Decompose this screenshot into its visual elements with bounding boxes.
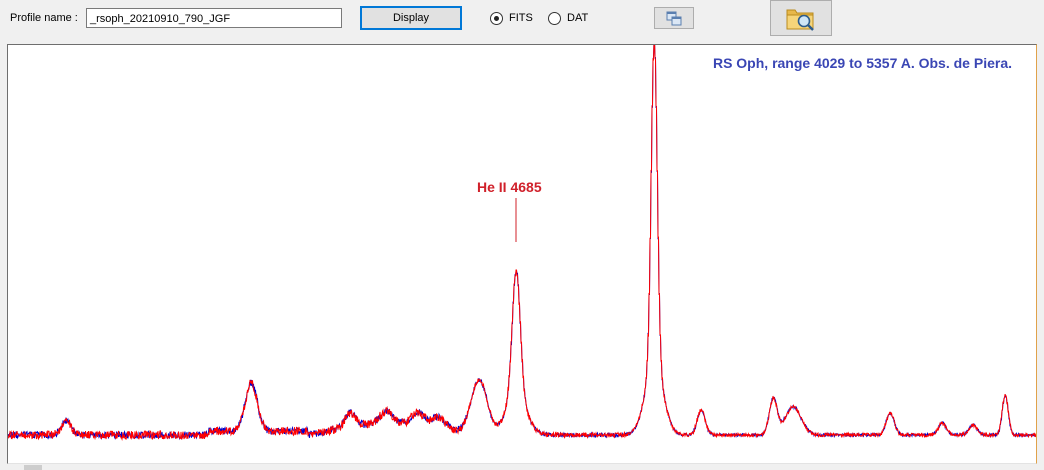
annotation-label: He II 4685	[477, 179, 542, 195]
folder-search-icon	[786, 9, 814, 31]
radio-selected-dot	[494, 15, 499, 21]
fits-radio-circle[interactable]	[490, 11, 503, 25]
horizontal-scrollbar[interactable]	[24, 465, 42, 470]
status-strip	[0, 464, 1044, 470]
dat-radio-circle[interactable]	[548, 11, 561, 25]
spectrum-plot-panel: RS Oph, range 4029 to 5357 A. Obs. de Pi…	[7, 44, 1037, 464]
fits-radio[interactable]: FITS	[490, 10, 533, 26]
profile-name-input[interactable]: _rsoph_20210910_790_JGF	[86, 8, 342, 28]
dat-radio-label[interactable]: DAT	[567, 12, 589, 24]
open-file-button[interactable]	[770, 0, 832, 36]
copy-windows-icon	[666, 11, 682, 26]
dat-radio[interactable]: DAT	[548, 10, 588, 26]
fits-radio-label[interactable]: FITS	[509, 12, 533, 24]
plot-title: RS Oph, range 4029 to 5357 A. Obs. de Pi…	[712, 55, 1012, 71]
profile-name-label: Profile name :	[10, 12, 78, 24]
spectrum-series-red	[8, 45, 1036, 442]
spectrum-chart	[8, 45, 1036, 442]
spectrum-series-blue	[8, 45, 1036, 441]
toolbar: Profile name : _rsoph_20210910_790_JGF D…	[0, 0, 1044, 44]
copy-button[interactable]	[654, 7, 694, 29]
display-button[interactable]: Display	[360, 6, 462, 30]
